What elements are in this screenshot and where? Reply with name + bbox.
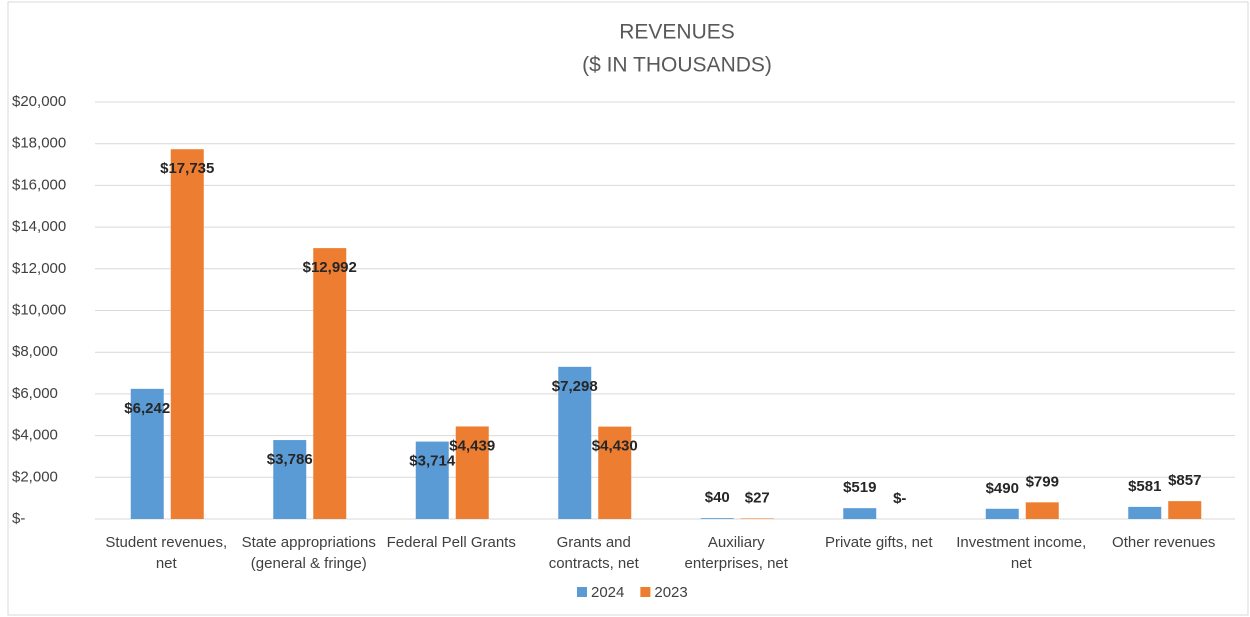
y-tick-label: $12,000 [12,260,66,277]
data-label: $6,242 [124,400,170,417]
data-label: $17,735 [160,160,214,177]
x-tick-label: Investment income, net [956,534,1086,572]
y-tick-label: $8,000 [12,343,58,360]
data-label: $490 [986,480,1019,497]
bar [1168,501,1202,519]
y-tick-label: $2,000 [12,468,58,485]
legend-swatch [640,587,651,597]
data-label: $4,430 [592,438,638,455]
y-tick-label: $10,000 [12,301,66,318]
bar [455,426,489,519]
y-tick-label: $4,000 [12,427,58,444]
x-tick-label: Private gifts, net [825,534,933,551]
bar [415,441,449,519]
legend-swatch [577,587,587,597]
y-tick-label: $18,000 [12,135,66,152]
data-label: $12,992 [303,259,357,276]
bar [130,388,164,519]
data-label: $4,439 [449,437,495,454]
bar [740,518,774,519]
data-label: $7,298 [552,378,598,395]
chart-title: REVENUES [619,21,735,44]
data-label: $799 [1026,473,1059,490]
y-tick-label: $- [12,510,25,527]
data-label: $40 [705,489,730,506]
bar [558,366,592,519]
bar [985,508,1019,519]
x-tick-label: Grants and contracts, net [549,534,640,572]
bar [843,508,877,519]
data-label: $27 [745,489,770,506]
x-tick-label: Student revenues, net [105,534,227,572]
chart-subtitle: ($ IN THOUSANDS) [582,54,772,77]
bar [313,248,347,519]
x-tick-label: Other revenues [1112,534,1215,551]
x-tick-label: Auxiliary enterprises, net [685,534,789,572]
legend-label: 2024 [591,584,624,601]
data-label: $857 [1168,472,1201,489]
y-tick-label: $20,000 [12,93,66,110]
x-tick-label: Federal Pell Grants [387,534,516,551]
y-tick-label: $6,000 [12,385,58,402]
data-label: $519 [843,479,876,496]
data-label: $581 [1128,478,1161,495]
y-tick-label: $14,000 [12,218,66,235]
data-label: $- [893,490,906,507]
bar [170,149,204,519]
legend-label: 2023 [654,584,687,601]
x-tick-label: State appropriations (general & fringe) [242,534,376,572]
data-label: $3,714 [409,453,456,470]
bar [700,518,734,519]
bar [1025,502,1059,519]
bar [598,426,632,519]
data-label: $3,786 [267,451,313,468]
bar [1128,506,1162,519]
y-tick-label: $16,000 [12,176,66,193]
bar [273,440,307,519]
